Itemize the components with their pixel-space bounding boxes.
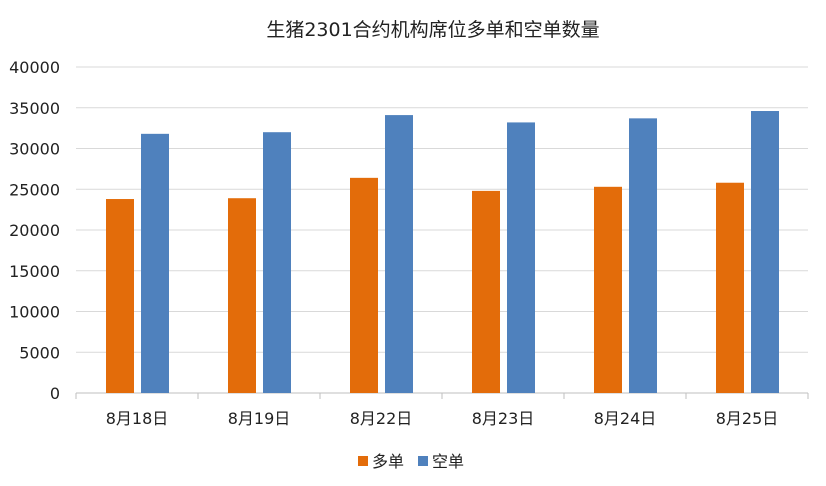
bar-long [228,198,256,393]
bar-short [141,133,169,393]
legend-label: 空单 [432,452,464,471]
bar-short [629,118,657,393]
bar-short [751,111,779,393]
y-tick-label: 25000 [9,180,60,199]
y-tick-label: 0 [50,384,60,403]
bar-long [472,190,500,393]
bar-short [263,132,291,393]
bar-long [716,182,744,393]
y-tick-label: 20000 [9,221,60,240]
x-tick-label: 8月18日 [106,409,169,428]
chart-title: 生猪2301合约机构席位多单和空单数量 [266,19,599,41]
legend-label: 多单 [372,452,404,471]
y-tick-label: 15000 [9,262,60,281]
bar-long [106,199,134,393]
y-tick-label: 10000 [9,303,60,322]
legend-swatch [358,456,368,466]
bar-long [594,186,622,393]
legend-swatch [418,456,428,466]
x-tick-label: 8月19日 [228,409,291,428]
bar-long [350,177,378,393]
bar-short [507,122,535,394]
x-tick-label: 8月24日 [594,409,657,428]
y-tick-label: 40000 [9,58,60,77]
y-tick-label: 35000 [9,99,60,118]
x-tick-label: 8月23日 [472,409,535,428]
x-tick-label: 8月22日 [350,409,413,428]
y-tick-label: 5000 [19,343,60,362]
x-tick-label: 8月25日 [716,409,779,428]
y-tick-label: 30000 [9,140,60,159]
bar-short [385,115,413,394]
